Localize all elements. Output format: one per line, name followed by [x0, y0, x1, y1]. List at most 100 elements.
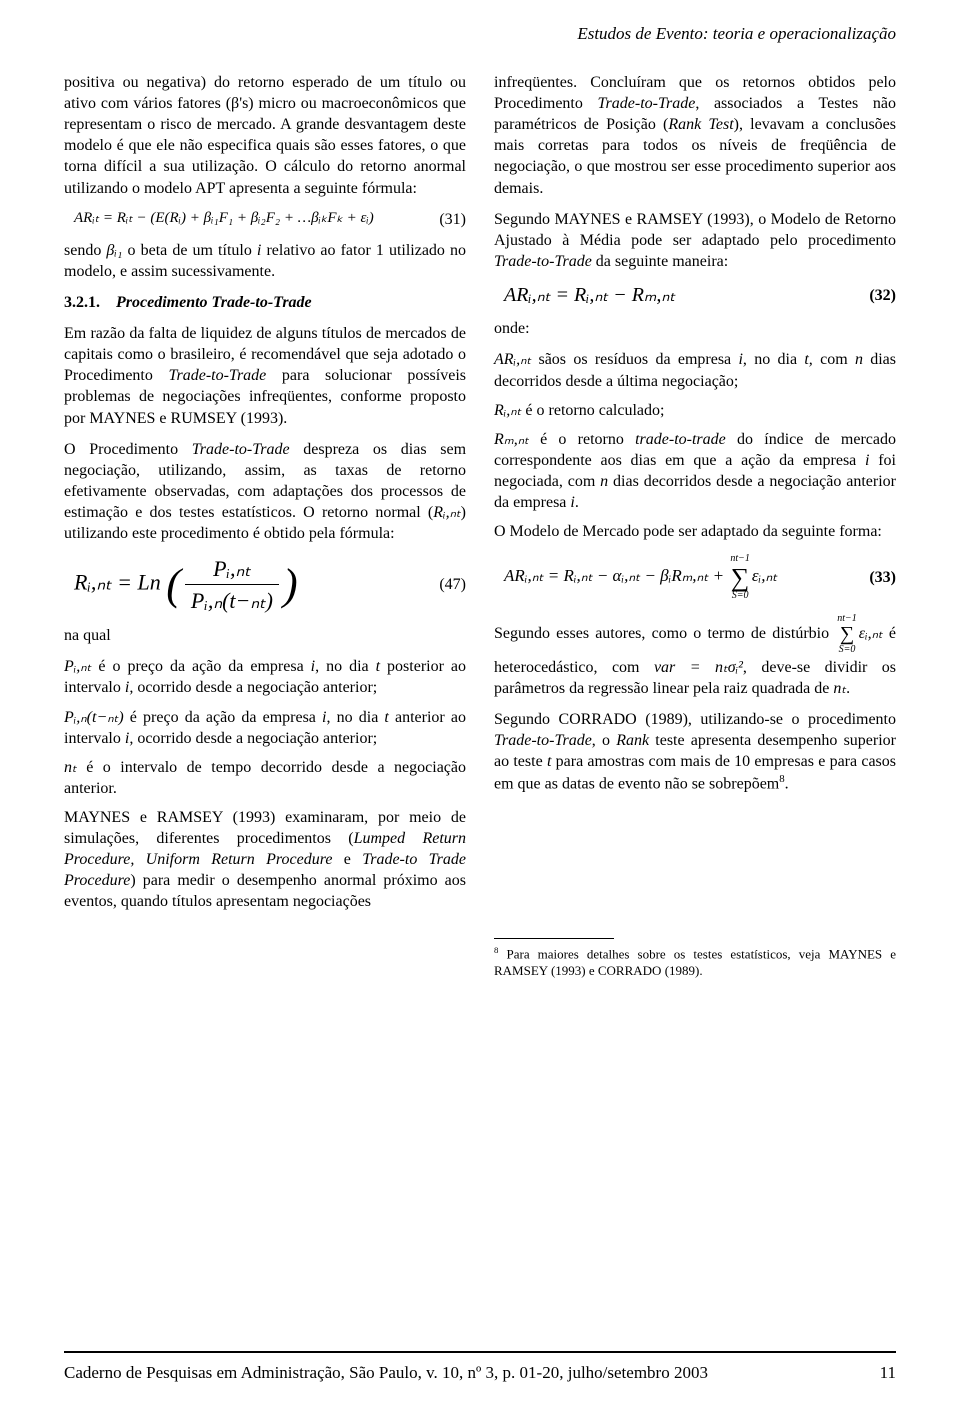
definitions: Pᵢ,ₙₜ é o preço da ação da empresa i, no… [64, 656, 466, 799]
text: é o preço da ação da empresa [91, 658, 310, 675]
term: Trade-to-Trade [598, 95, 696, 112]
eq-number: (47) [439, 574, 466, 595]
definition: Pᵢ,ₙₜ é o preço da ação da empresa i, no… [64, 656, 466, 698]
text: , o [592, 732, 616, 749]
sigma-icon: ∑ [840, 625, 854, 643]
text: é o retorno calculado; [521, 402, 664, 419]
paren-right: ) [283, 567, 298, 602]
paragraph: Segundo MAYNES e RAMSEY (1993), o Modelo… [494, 209, 896, 272]
text: Segundo CORRADO (1989), utilizando-se o … [494, 711, 896, 728]
fraction-body: Pᵢ,ₙₜ Pᵢ,ₙ(t−ₙₜ) [185, 554, 279, 615]
right-column: infreqüentes. Concluíram que os retornos… [494, 72, 896, 989]
math-inline: Rᵢ,ₙₜ [433, 504, 460, 521]
eq-number: (33) [869, 567, 896, 588]
two-column-layout: positiva ou negativa) do retorno esperad… [64, 72, 896, 989]
footnote-8: 8 Para maiores detalhes sobre os testes … [494, 945, 896, 979]
sum-lower: S=0 [839, 643, 856, 656]
text: , no dia [315, 658, 375, 675]
eq-number: (32) [869, 285, 896, 306]
page-number: 11 [880, 1363, 896, 1383]
text: O Procedimento [64, 441, 192, 458]
definition: Rₘ,ₙₜ é o retorno trade-to-trade do índi… [494, 429, 896, 513]
sigma-icon: ∑ [731, 566, 750, 589]
var: nₜ [833, 680, 846, 697]
definition: Pᵢ,ₙ(t−ₙₜ) é preço da ação da empresa i,… [64, 707, 466, 749]
eq-rhs: εᵢ,ₙₜ [752, 566, 777, 585]
text: para amostras com mais de 10 empresas e … [494, 753, 896, 792]
term: Trade-to-Trade [192, 441, 290, 458]
footnote-rule [494, 938, 614, 939]
term: Rank Test [668, 116, 733, 133]
footer-rule [64, 1351, 896, 1353]
text: Segundo esses autores, como o termo de d… [494, 625, 835, 642]
text: . [575, 494, 579, 511]
term: Trade-to-Trade [168, 367, 266, 384]
paragraph: Em razão da falta de liquidez de alguns … [64, 323, 466, 429]
text: . [846, 680, 850, 697]
paragraph: sendo βᵢ₁ o beta de um título i relativo… [64, 240, 466, 282]
eq-expr: ARᵢₜ = Rᵢₜ − (E(Rᵢ) + βᵢ₁F₁ + βᵢ₂F₂ + …β… [64, 209, 374, 229]
term: Trade-to-Trade [494, 732, 592, 749]
spacer [494, 804, 896, 924]
equation-47: Rᵢ,ₙₜ = Ln ( Pᵢ,ₙₜ Pᵢ,ₙ(t−ₙₜ) ) (47) [64, 554, 466, 615]
symbol: Pᵢ,ₙ(t−ₙₜ) [64, 709, 124, 726]
section-title: Procedimento Trade-to-Trade [116, 294, 312, 311]
definition: nₜ é o intervalo de tempo decorrido desd… [64, 757, 466, 799]
text: ocorrido desde a negociação anterior; [133, 679, 377, 696]
fraction: ( Pᵢ,ₙₜ Pᵢ,ₙ(t−ₙₜ) ) [166, 554, 297, 615]
var: n [600, 473, 608, 490]
text: da seguinte maneira: [592, 253, 728, 270]
summation: nt−1 ∑ S=0 [730, 552, 750, 602]
definition: Rᵢ,ₙₜ é o retorno calculado; [494, 400, 896, 421]
text: e [332, 851, 362, 868]
eq-lhs: ARᵢ,ₙₜ = Rᵢ,ₙₜ − αᵢ,ₙₜ − βᵢRₘ,ₙₜ + [504, 566, 728, 585]
var: t, [804, 351, 812, 368]
text: é preço da ação da empresa [124, 709, 322, 726]
symbol: Rᵢ,ₙₜ [494, 402, 521, 419]
paragraph: positiva ou negativa) do retorno esperad… [64, 72, 466, 199]
text: é o retorno [529, 431, 635, 448]
label-na-qual: na qual [64, 625, 466, 646]
paren-left: ( [166, 567, 181, 602]
denominator: Pᵢ,ₙ(t−ₙₜ) [185, 584, 279, 615]
text: ocorrido desde a negociação anterior; [133, 730, 377, 747]
math-inline: βᵢ₁ [106, 242, 122, 259]
term: Trade-to-Trade [494, 253, 592, 270]
text: , no dia [326, 709, 384, 726]
text: o beta de um título [122, 242, 256, 259]
page-footer: Caderno de Pesquisas em Administração, S… [64, 1363, 896, 1383]
equation-31: ARᵢₜ = Rᵢₜ − (E(Rᵢ) + βᵢ₁F₁ + βᵢ₂F₂ + …β… [64, 209, 466, 230]
term: Rank [616, 732, 649, 749]
paragraph: Segundo CORRADO (1989), utilizando-se o … [494, 709, 896, 795]
text: Segundo MAYNES e RAMSEY (1993), o Modelo… [494, 211, 896, 249]
paragraph: O Modelo de Mercado pode ser adaptado da… [494, 521, 896, 542]
equation-33: ARᵢ,ₙₜ = Rᵢ,ₙₜ − αᵢ,ₙₜ − βᵢRₘ,ₙₜ + nt−1 … [494, 552, 896, 602]
text: sãos os resíduos da empresa [531, 351, 738, 368]
eq-lhs: Rᵢ,ₙₜ = Ln [74, 570, 161, 595]
section-heading: 3.2.1. Procedimento Trade-to-Trade [64, 292, 466, 313]
numerator: Pᵢ,ₙₜ [207, 554, 257, 584]
equation-32: ARᵢ,ₙₜ = Rᵢ,ₙₜ − Rₘ,ₙₜ (32) [494, 282, 896, 308]
summation-inline: nt−1 ∑ S=0 [837, 612, 857, 656]
sum-lower: S=0 [732, 589, 749, 602]
text: , no dia [743, 351, 804, 368]
math-inline: var = nₜσᵢ² [654, 659, 743, 676]
eq-expr: ARᵢ,ₙₜ = Rᵢ,ₙₜ − Rₘ,ₙₜ [494, 282, 675, 308]
text: sendo [64, 242, 106, 259]
symbol: Pᵢ,ₙₜ [64, 658, 91, 675]
paragraph: infreqüentes. Concluíram que os retornos… [494, 72, 896, 199]
paragraph: Segundo esses autores, como o termo de d… [494, 612, 896, 699]
paragraph: O Procedimento Trade-to-Trade despreza o… [64, 439, 466, 545]
definitions: ARᵢ,ₙₜ sãos os resíduos da empresa i, no… [494, 349, 896, 513]
var: n [855, 351, 863, 368]
math-inline: εᵢ,ₙₜ [859, 625, 883, 642]
label-onde: onde: [494, 318, 896, 339]
left-column: positiva ou negativa) do retorno esperad… [64, 72, 466, 989]
running-head: Estudos de Evento: teoria e operacionali… [64, 24, 896, 44]
eq-expr: ARᵢ,ₙₜ = Rᵢ,ₙₜ − αᵢ,ₙₜ − βᵢRₘ,ₙₜ + nt−1 … [494, 552, 777, 602]
paragraph: MAYNES e RAMSEY (1993) examinaram, por m… [64, 807, 466, 913]
symbol: ARᵢ,ₙₜ [494, 351, 531, 368]
text: é o intervalo de tempo decorrido desde a… [64, 759, 466, 797]
journal-info: Caderno de Pesquisas em Administração, S… [64, 1363, 708, 1383]
eq-number: (31) [439, 209, 466, 230]
